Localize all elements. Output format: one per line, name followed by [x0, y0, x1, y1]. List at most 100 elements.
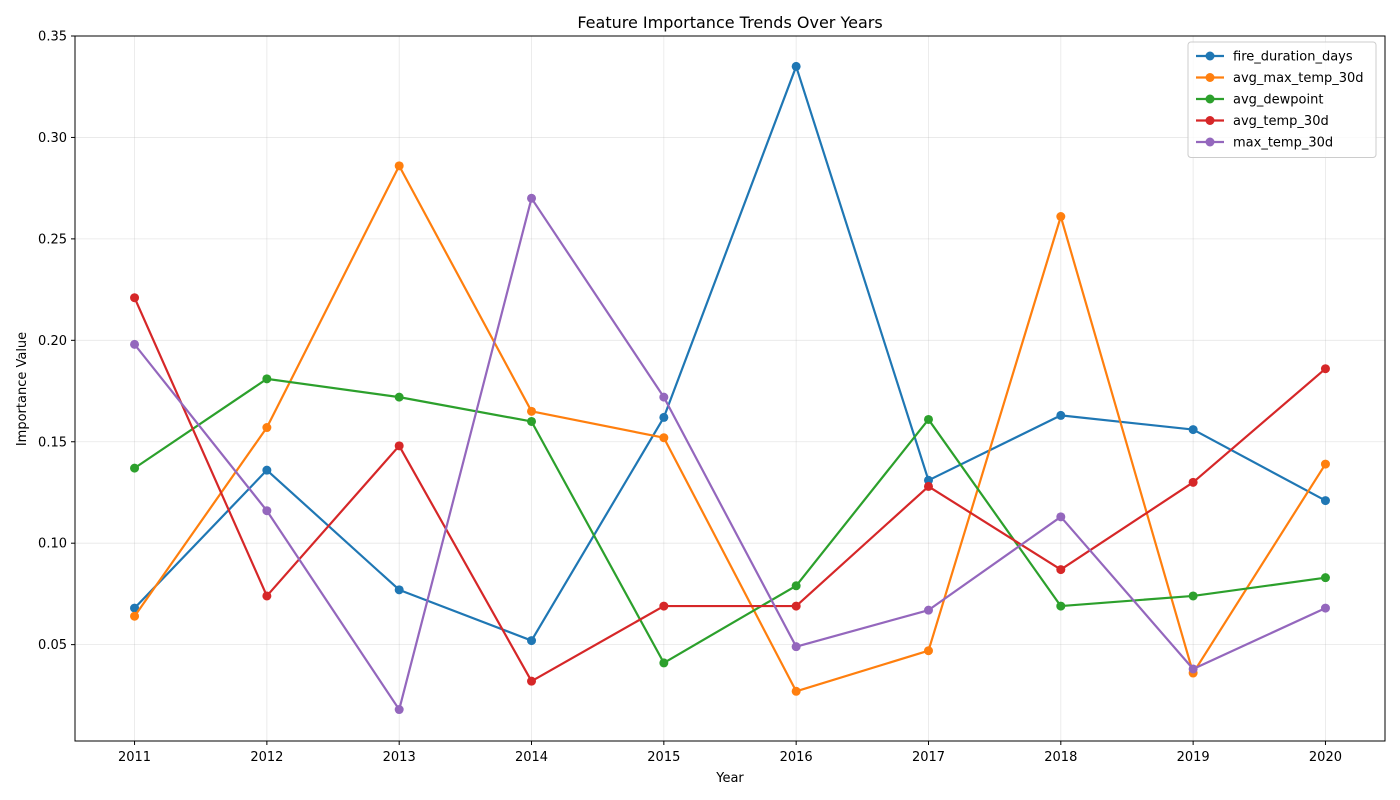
x-tick-label: 2017: [912, 750, 945, 765]
series-avg_temp_30d: [130, 293, 1330, 686]
legend-label: fire_duration_days: [1233, 50, 1353, 65]
data-point: [262, 506, 272, 516]
data-point: [394, 441, 404, 451]
series-line: [133, 297, 1327, 683]
data-point: [791, 601, 801, 611]
data-point: [130, 293, 140, 303]
legend-swatch-marker: [1205, 73, 1215, 82]
y-tick-label: 0.10: [38, 537, 67, 552]
data-point: [130, 603, 140, 613]
x-tick-label: 2015: [647, 750, 680, 765]
series-max_temp_30d: [130, 193, 1330, 715]
series-avg_max_temp_30d: [130, 161, 1330, 696]
x-tick-label: 2013: [383, 750, 416, 765]
data-point: [527, 406, 537, 416]
legend-swatch-marker: [1205, 51, 1215, 61]
data-point: [791, 686, 801, 696]
data-point: [1056, 512, 1066, 522]
data-point: [262, 465, 272, 475]
x-tick-label: 2019: [1177, 750, 1210, 765]
data-point: [394, 705, 404, 715]
data-point: [1188, 477, 1198, 487]
data-point: [1188, 591, 1198, 601]
data-point: [527, 636, 537, 646]
data-point: [527, 416, 537, 426]
data-point: [1056, 212, 1066, 222]
data-point: [1320, 496, 1330, 506]
legend-item: avg_dewpoint: [1196, 93, 1323, 108]
y-axis: 0.05 0.10 0.15 0.20 0.25 0.30 0.35: [38, 30, 75, 653]
data-point: [394, 161, 404, 171]
data-point: [1320, 603, 1330, 613]
data-point: [659, 412, 669, 422]
x-tick-label: 2018: [1044, 750, 1077, 765]
data-point: [923, 414, 933, 424]
data-point: [130, 611, 140, 621]
y-tick-label: 0.35: [38, 30, 67, 45]
data-point: [659, 433, 669, 443]
data-point: [1320, 364, 1330, 374]
data-point: [923, 481, 933, 491]
data-point: [659, 658, 669, 668]
data-point: [791, 642, 801, 652]
data-point: [1320, 573, 1330, 583]
data-point: [923, 605, 933, 615]
data-point: [1056, 601, 1066, 611]
series-line: [133, 197, 1326, 711]
legend-swatch-marker: [1205, 116, 1215, 125]
data-point: [527, 193, 537, 203]
legend-item: avg_max_temp_30d: [1196, 71, 1364, 86]
data-point: [1188, 425, 1198, 435]
data-point: [394, 585, 404, 595]
data-point: [130, 339, 140, 349]
legend-box: [1187, 41, 1377, 158]
legend-item: avg_temp_30d: [1196, 114, 1329, 129]
data-point: [1188, 664, 1198, 674]
data-point: [659, 392, 669, 402]
chart-title: Feature Importance Trends Over Years: [577, 13, 882, 32]
legend-label: max_temp_30d: [1233, 136, 1333, 151]
legend-label: avg_dewpoint: [1233, 93, 1323, 108]
y-tick-label: 0.20: [38, 334, 67, 349]
data-point: [394, 392, 404, 402]
legend-swatch-marker: [1205, 137, 1215, 147]
y-tick-label: 0.05: [38, 638, 67, 653]
legend-label: avg_max_temp_30d: [1233, 71, 1364, 86]
x-tick-label: 2012: [250, 750, 283, 765]
y-axis-label: Importance Value: [15, 332, 30, 446]
series-line: [133, 377, 1326, 664]
x-axis: 2011 2012 2013 2014 2015 2016 2017 2018 2019 2020: [118, 741, 1342, 765]
x-tick-label: 2020: [1309, 750, 1342, 765]
series-group: [130, 61, 1330, 715]
legend-item: fire_duration_days: [1196, 50, 1353, 65]
data-point: [1056, 410, 1066, 420]
data-point: [262, 374, 272, 384]
series-line: [133, 65, 1326, 642]
series-fire_duration_days: [130, 61, 1330, 646]
legend: fire_duration_days avg_max_temp_30d avg_de…: [1187, 41, 1377, 158]
x-tick-label: 2011: [118, 750, 151, 765]
y-tick-label: 0.15: [38, 435, 67, 450]
x-axis-label: Year: [715, 771, 744, 786]
data-point: [659, 601, 669, 611]
plot-frame: [74, 35, 1386, 742]
y-tick-label: 0.25: [38, 232, 67, 247]
data-point: [527, 676, 537, 686]
data-point: [923, 646, 933, 656]
x-tick-label: 2014: [515, 750, 548, 765]
data-point: [1056, 565, 1066, 575]
series-avg_dewpoint: [130, 374, 1330, 668]
data-point: [791, 61, 801, 71]
legend-label: avg_temp_30d: [1233, 114, 1329, 129]
legend-item: max_temp_30d: [1196, 136, 1333, 151]
data-point: [262, 591, 272, 601]
series-line: [133, 164, 1327, 693]
data-point: [791, 581, 801, 591]
x-tick-label: 2016: [780, 750, 813, 765]
y-tick-label: 0.30: [38, 131, 67, 146]
data-point: [1320, 459, 1330, 469]
data-point: [130, 463, 140, 473]
legend-swatch-marker: [1205, 94, 1215, 104]
data-point: [262, 423, 272, 433]
